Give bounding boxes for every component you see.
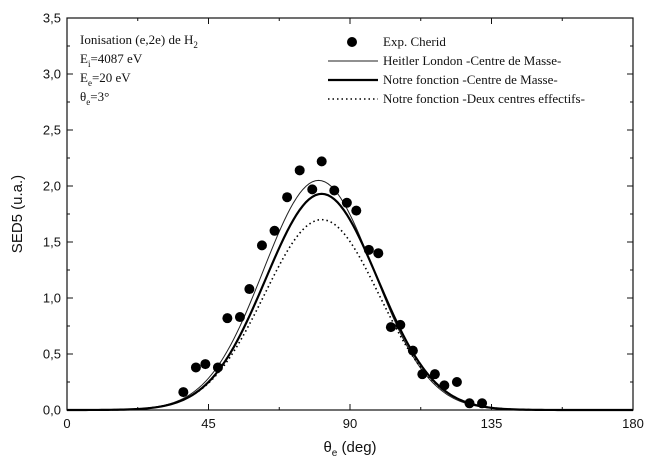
data-point (429, 369, 440, 380)
data-point (373, 248, 384, 259)
x-tick-label: 135 (481, 416, 503, 431)
y-tick-label: 0,0 (43, 403, 61, 418)
legend: Exp. Cherid Heitler London -Centre de Mas… (328, 34, 585, 106)
data-point (351, 205, 362, 216)
y-tick-label: 3,0 (43, 67, 61, 82)
data-point (316, 156, 327, 167)
data-point (464, 398, 475, 409)
data-point (341, 197, 352, 208)
legend-label: Heitler London -Centre de Masse- (383, 53, 561, 68)
x-tick-label: 45 (201, 416, 215, 431)
data-point (329, 185, 340, 196)
annotation-sub: 2 (193, 40, 198, 50)
data-point (190, 362, 201, 373)
annotation-line: Ei=4087 eV (80, 51, 143, 69)
x-tick-label: 90 (343, 416, 357, 431)
data-point (307, 184, 318, 195)
annotation-tail: =20 eV (92, 70, 131, 85)
y-tick-label: 2,0 (43, 179, 61, 194)
y-tick-label: 1,5 (43, 235, 61, 250)
x-tick-label: 180 (622, 416, 644, 431)
data-point (385, 322, 396, 333)
annotation-text: E (80, 51, 88, 66)
data-point (477, 398, 488, 409)
data-point (222, 313, 233, 324)
data-point (439, 380, 450, 391)
data-point (244, 284, 255, 295)
annotation-tail: =3° (90, 89, 109, 104)
data-point (395, 319, 406, 330)
annotation-line: Ionisation (e,2e) de H2 (80, 32, 198, 50)
annotation-line: Ee=20 eV (80, 70, 131, 88)
annotation-text: θ (80, 89, 86, 104)
x-axis-title-unit: (deg) (337, 439, 376, 456)
legend-label: Exp. Cherid (383, 34, 446, 49)
data-point (212, 362, 223, 373)
data-point (234, 312, 245, 323)
data-point (269, 225, 280, 236)
data-point (178, 387, 189, 398)
annotation-text: E (80, 70, 88, 85)
y-tick-label: 1,0 (43, 291, 61, 306)
annotation-line: θe=3° (80, 89, 109, 107)
data-point (256, 240, 267, 251)
annotation-sub: e (86, 97, 90, 107)
data-point (200, 359, 211, 370)
y-axis-title: SED5 (u.a.) (9, 175, 26, 253)
y-tick-label: 3,5 (43, 11, 61, 26)
curve-series-2 (67, 192, 633, 412)
data-point (363, 244, 374, 255)
x-axis-title: θe (deg) (323, 439, 376, 459)
data-point (417, 369, 428, 380)
annotation-sub: i (88, 59, 91, 69)
legend-marker (347, 37, 357, 47)
x-axis-title-sub: e (332, 448, 338, 459)
annotation-sub: e (88, 78, 92, 88)
x-tick-label: 0 (63, 416, 70, 431)
y-tick-label: 0,5 (43, 347, 61, 362)
legend-label: Notre fonction -Deux centres effectifs- (383, 91, 585, 106)
data-point (294, 165, 305, 176)
annotation-text: Ionisation (e,2e) de (80, 32, 184, 47)
data-point (407, 345, 418, 356)
curve-series-1 (67, 179, 633, 411)
y-tick-label: 2,5 (43, 123, 61, 138)
annotation-tail: H (184, 32, 193, 47)
legend-label: Notre fonction -Centre de Masse- (383, 72, 558, 87)
annotation-tail: =4087 eV (90, 51, 142, 66)
x-axis-title-symbol: θ (323, 439, 331, 456)
curve-series-3 (67, 218, 633, 411)
model-curves (67, 179, 633, 412)
data-point (451, 377, 462, 387)
data-point (282, 192, 293, 203)
experimental-points (178, 156, 488, 409)
